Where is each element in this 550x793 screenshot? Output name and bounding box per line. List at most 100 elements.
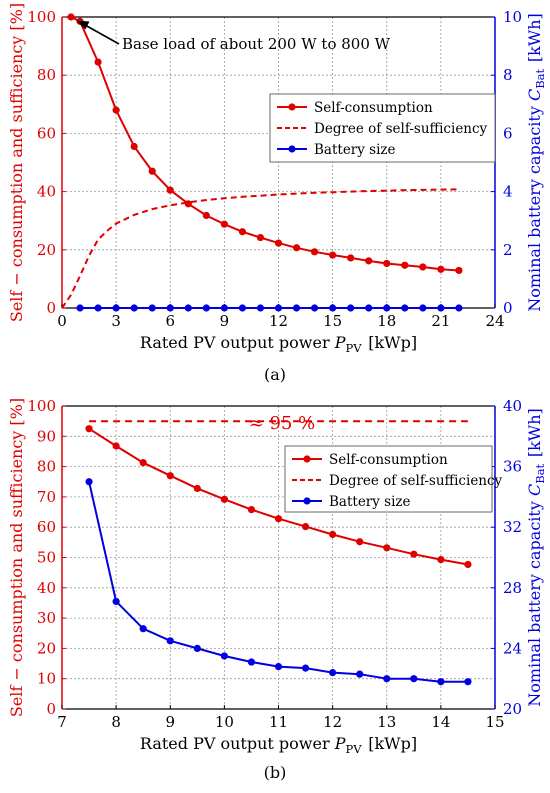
data-point — [238, 228, 247, 236]
y-left-tick-label: 100 — [27, 8, 56, 26]
grid — [61, 16, 496, 309]
data-point — [401, 304, 409, 312]
data-point — [247, 506, 256, 514]
x-tick-label: 12 — [323, 713, 342, 731]
data-point — [112, 304, 120, 312]
legend: Self-consumption Degree of self-sufficien… — [284, 445, 503, 513]
x-tick-label: 11 — [269, 713, 288, 731]
y-right-tick-label: 40 — [503, 397, 522, 415]
data-point — [139, 459, 147, 467]
data-point — [437, 678, 445, 686]
data-point — [310, 248, 319, 256]
y-right-tick-label: 36 — [503, 458, 522, 476]
data-point — [274, 662, 283, 671]
y-right-tick-label: 4 — [503, 183, 513, 201]
data-point — [329, 304, 337, 312]
y-right-tick-label: 28 — [503, 579, 522, 597]
data-point — [365, 257, 373, 265]
data-point — [220, 495, 228, 503]
data-point — [419, 304, 427, 312]
y-right-axis-label: Nominal battery capacity CBat [kWh] — [525, 13, 547, 312]
data-point — [202, 304, 210, 312]
y-left-tick-label: 70 — [37, 488, 56, 506]
data-point — [401, 261, 409, 269]
y-right-tick-label: 8 — [503, 66, 513, 84]
annotation-arrow — [82, 22, 120, 45]
x-tick-label: 15 — [323, 312, 342, 330]
data-point — [310, 304, 319, 312]
data-point — [437, 556, 445, 564]
data-point — [247, 658, 256, 666]
y-left-tick-label: 40 — [37, 579, 56, 597]
y-right-tick-label: 20 — [503, 700, 522, 718]
data-point — [383, 544, 391, 552]
legend-marker — [303, 497, 311, 505]
data-point — [184, 200, 192, 208]
x-tick-label: 24 — [485, 312, 504, 330]
data-point — [274, 239, 283, 247]
data-point — [193, 484, 201, 493]
data-point — [112, 597, 120, 606]
series-line-degree-of-self-sufficiency — [61, 188, 459, 309]
legend-label: Self-consumption — [329, 452, 448, 468]
y-left-tick-label: 0 — [46, 299, 56, 317]
x-tick-label: 10 — [215, 713, 234, 731]
data-point — [329, 251, 337, 259]
legend-marker — [288, 103, 296, 111]
y-left-tick-label: 20 — [37, 639, 56, 657]
legend-label: Self-consumption — [314, 100, 433, 116]
y-right-tick-label: 32 — [503, 518, 522, 536]
data-point — [383, 675, 391, 683]
y-left-tick-label: 40 — [37, 183, 56, 201]
data-point — [193, 644, 201, 653]
data-point — [112, 442, 120, 450]
data-point — [166, 637, 174, 645]
data-point — [238, 304, 247, 312]
y-left-tick-label: 60 — [37, 518, 56, 536]
data-point — [166, 186, 174, 194]
data-point — [410, 550, 418, 558]
data-point — [301, 664, 310, 672]
data-point — [220, 220, 228, 228]
data-point — [220, 652, 228, 660]
data-point — [455, 304, 463, 312]
data-point — [256, 304, 265, 312]
annotation-arrowhead — [76, 20, 90, 30]
data-point — [94, 58, 102, 66]
legend-label: Battery size — [329, 494, 411, 510]
annotation-text: Base load of about 200 W to 800 W — [122, 35, 391, 53]
data-point — [130, 304, 138, 312]
data-point — [67, 13, 75, 21]
y-left-tick-label: 10 — [37, 670, 56, 688]
x-tick-label: 6 — [165, 312, 175, 330]
y-left-tick-label: 50 — [37, 549, 56, 567]
legend-label: Degree of self-sufficiency — [329, 473, 503, 489]
data-point — [274, 515, 283, 523]
data-point — [274, 304, 283, 312]
annotation-text: ≈ 95 % — [249, 413, 316, 434]
data-point — [85, 478, 93, 486]
y-left-axis-label: Self − consumption and sufficiency [%] — [7, 3, 26, 322]
data-point — [292, 304, 301, 312]
chart-b: 7 8 9 10 11 12 13 14 15 0 10 20 30 40 50 60 70 80 90 100 20 2… — [7, 397, 547, 782]
y-left-tick-label: 80 — [37, 66, 56, 84]
data-point — [329, 530, 337, 539]
y-left-tick-label: 90 — [37, 427, 56, 445]
data-point — [329, 669, 337, 677]
data-point — [347, 304, 355, 312]
data-point — [365, 304, 373, 312]
x-tick-label: 7 — [57, 713, 67, 731]
data-point — [464, 678, 472, 686]
data-point — [139, 625, 147, 633]
legend-marker — [303, 455, 311, 463]
data-point — [347, 254, 355, 262]
data-point — [112, 106, 120, 114]
x-tick-label: 9 — [220, 312, 230, 330]
x-tick-label: 3 — [111, 312, 121, 330]
x-tick-label: 13 — [377, 713, 396, 731]
data-point — [301, 522, 310, 531]
y-left-tick-label: 100 — [27, 397, 56, 415]
legend-marker — [288, 145, 296, 153]
data-point — [383, 259, 391, 268]
